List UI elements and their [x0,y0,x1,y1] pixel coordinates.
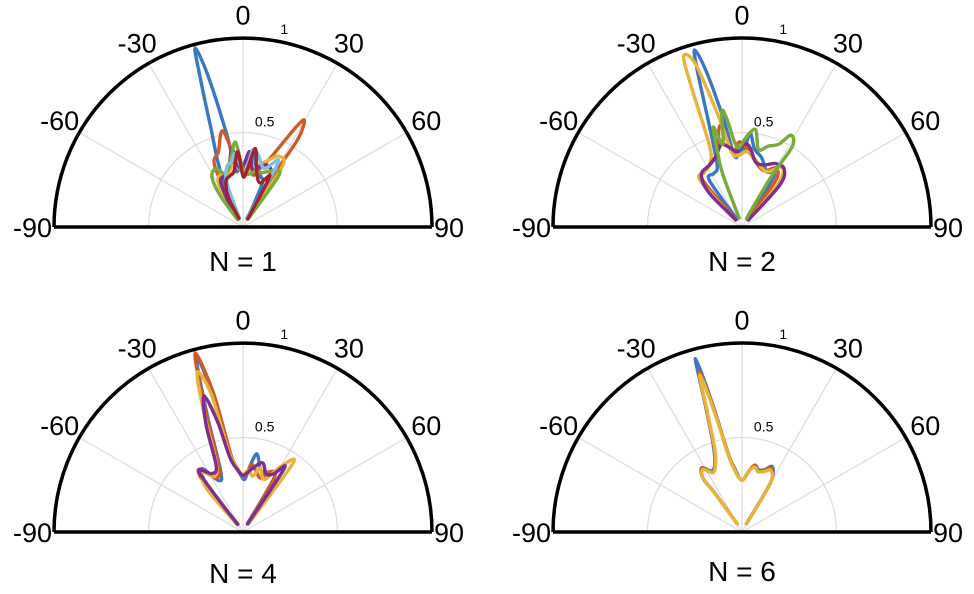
polar-panel-3: -90 -60 -30 0 30 60 90 0.5 1 N = 4 [13,305,464,589]
radial-tick-label: 0.5 [754,114,774,130]
series-line-green [711,108,796,221]
radial-tick-label: 0.5 [754,419,774,435]
angle-tick-label: 60 [411,411,441,441]
panel-title: N = 2 [708,246,776,277]
angle-tick-label: -60 [539,411,578,441]
angle-tick-label: 90 [933,518,963,548]
angle-tick-label: 30 [334,334,364,364]
grid-spoke [578,131,743,228]
angle-tick-label: 60 [910,106,940,136]
radial-tick-label: 1 [779,326,787,342]
angle-tick-label: 0 [235,305,250,335]
angle-tick-label: -90 [13,518,52,548]
grid-spoke [646,63,743,228]
angle-tick-label: 60 [910,411,940,441]
panel-title: N = 1 [209,246,277,277]
angle-tick-label: 30 [334,29,364,59]
angle-tick-label: -30 [617,29,656,59]
angle-tick-label: 30 [833,334,863,364]
angle-tick-label: -90 [13,213,52,243]
grid-spoke [242,131,407,228]
angle-tick-label: 30 [833,29,863,59]
angle-tick-label: -90 [512,518,551,548]
series-line-darkred [224,146,272,221]
angle-tick-label: 0 [734,305,749,335]
angle-tick-label: 90 [434,518,464,548]
angle-tick-label: 90 [933,213,963,243]
angle-tick-label: 0 [235,0,250,30]
radial-tick-label: 1 [280,326,288,342]
polar-panel-2: -90 -60 -30 0 30 60 90 0.5 1 N = 2 [512,0,963,277]
angle-tick-label: -30 [118,29,157,59]
angle-tick-label: 90 [434,213,464,243]
panel-title: N = 6 [708,556,776,587]
radial-tick-label: 0.5 [255,419,275,435]
grid-spoke [79,131,244,228]
outer-arc [551,341,933,533]
angle-tick-label: -30 [118,334,157,364]
series-line-yellow [698,373,775,526]
grid-spoke [741,436,906,533]
grid-spoke [242,436,407,533]
radial-tick-label: 1 [779,21,787,37]
angle-tick-label: 0 [734,0,749,30]
polar-panel-1: -90 -60 -30 0 30 60 90 0.5 1 N = 1 [13,0,464,277]
outer-arc [551,36,933,228]
angle-tick-label: -60 [40,411,79,441]
series-line-purple [196,393,287,526]
angle-tick-label: -90 [512,213,551,243]
polar-panel-4: -90 -60 -30 0 30 60 90 0.5 1 N = 6 [512,305,963,587]
grid-spoke [79,436,244,533]
grid-spoke [147,368,244,533]
radial-tick-label: 0.5 [255,114,275,130]
panel-title: N = 4 [209,558,277,589]
outer-arc [52,341,434,533]
grid-spoke [646,368,743,533]
angle-tick-label: -60 [40,106,79,136]
angle-tick-label: -60 [539,106,578,136]
angle-tick-label: -30 [617,334,656,364]
grid-spoke [578,436,743,533]
radial-tick-label: 1 [280,21,288,37]
angle-tick-label: 60 [411,106,441,136]
grid-spoke [741,131,906,228]
series-line-blue [692,48,777,221]
outer-arc [52,36,434,228]
